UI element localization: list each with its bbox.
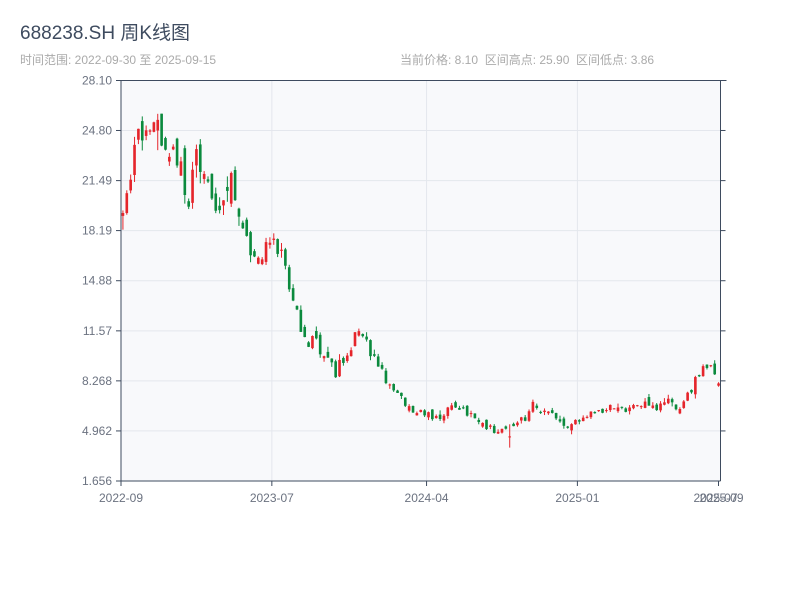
svg-text:2024-04: 2024-04: [405, 491, 449, 505]
svg-text:4.962: 4.962: [82, 424, 112, 438]
svg-text:11.57: 11.57: [83, 324, 112, 338]
svg-text:18.19: 18.19: [82, 224, 112, 238]
svg-text:1.656: 1.656: [82, 474, 112, 488]
svg-text:2022-09: 2022-09: [99, 491, 143, 505]
svg-text:2025-09: 2025-09: [699, 491, 743, 505]
svg-text:24.80: 24.80: [82, 123, 112, 137]
svg-text:14.88: 14.88: [82, 274, 112, 288]
svg-text:21.49: 21.49: [82, 174, 112, 188]
svg-text:8.268: 8.268: [82, 374, 112, 388]
svg-text:28.10: 28.10: [82, 74, 112, 88]
svg-text:2025-01: 2025-01: [555, 491, 599, 505]
svg-text:2023-07: 2023-07: [250, 491, 294, 505]
